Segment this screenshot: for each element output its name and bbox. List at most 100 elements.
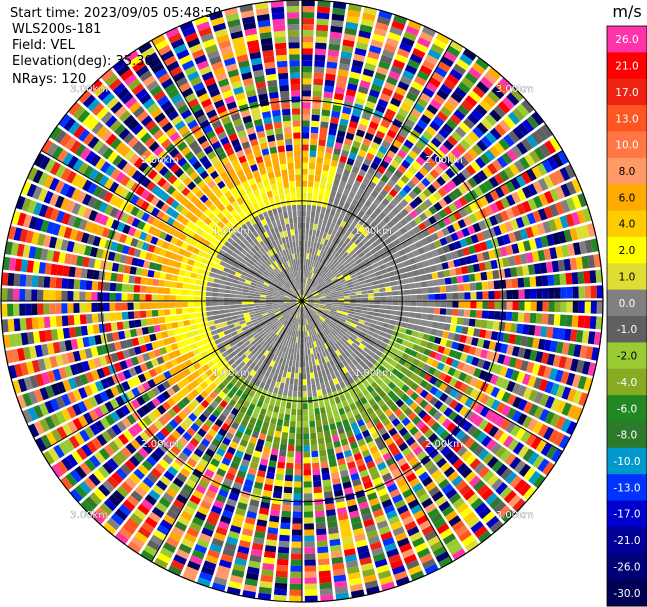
velocity-cell [296, 427, 302, 434]
velocity-cell [544, 140, 557, 155]
velocity-cell [320, 206, 327, 214]
velocity-cell [282, 498, 292, 506]
velocity-cell [302, 277, 305, 283]
velocity-cell [302, 325, 304, 332]
velocity-cell [357, 261, 365, 268]
velocity-cell [412, 249, 420, 257]
velocity-cell [127, 426, 139, 438]
velocity-cell [418, 326, 426, 333]
velocity-cell [304, 283, 307, 290]
velocity-cell [205, 369, 214, 377]
velocity-cell [210, 365, 218, 373]
velocity-cell [326, 279, 333, 285]
velocity-cell [32, 169, 44, 184]
velocity-cell [326, 299, 333, 301]
velocity-cell [156, 524, 170, 536]
velocity-cell [438, 372, 447, 381]
velocity-cell [277, 552, 289, 560]
velocity-cell [134, 531, 148, 544]
velocity-cell [275, 342, 281, 350]
velocity-cell [398, 301, 405, 306]
velocity-cell [272, 334, 278, 340]
velocity-cell [311, 384, 317, 391]
velocity-cell [44, 262, 52, 275]
velocity-cell [217, 374, 226, 382]
velocity-cell [309, 266, 313, 273]
velocity-cell [104, 388, 115, 400]
velocity-cell [162, 492, 175, 503]
velocity-cell [258, 464, 267, 472]
velocity-cell [457, 284, 465, 292]
velocity-cell [72, 389, 82, 402]
velocity-cell [341, 45, 354, 54]
velocity-cell [312, 292, 319, 296]
velocity-cell [534, 146, 546, 161]
velocity-cell [236, 328, 243, 334]
velocity-cell [318, 307, 325, 311]
velocity-cell [236, 411, 245, 419]
velocity-cell [186, 457, 198, 468]
velocity-cell [391, 305, 399, 311]
velocity-cell [147, 378, 156, 389]
velocity-cell [287, 450, 295, 458]
velocity-cell [476, 301, 483, 309]
velocity-cell [408, 565, 422, 576]
velocity-cell [125, 203, 135, 214]
velocity-cell [293, 505, 302, 512]
velocity-cell [308, 408, 314, 416]
velocity-cell [414, 542, 428, 553]
velocity-cell [236, 470, 247, 479]
velocity-cell [388, 352, 396, 360]
velocity-cell [496, 155, 508, 168]
velocity-cell [199, 296, 206, 301]
velocity-cell [490, 331, 499, 341]
velocity-cell [97, 313, 105, 323]
velocity-cell [142, 415, 153, 426]
velocity-cell [451, 176, 462, 187]
velocity-cell [230, 377, 238, 386]
velocity-cell [452, 458, 464, 470]
velocity-cell [303, 403, 308, 410]
velocity-cell [360, 255, 368, 262]
velocity-cell [230, 421, 240, 430]
velocity-cell [86, 325, 94, 335]
velocity-cell [425, 173, 436, 183]
velocity-cell [195, 463, 206, 473]
velocity-cell [161, 331, 169, 339]
velocity-cell [302, 54, 313, 61]
velocity-cell [145, 286, 153, 294]
velocity-cell [528, 238, 538, 250]
velocity-cell [156, 356, 165, 365]
velocity-cell [517, 312, 525, 323]
velocity-cell [304, 240, 308, 248]
velocity-cell [555, 341, 564, 354]
velocity-cell [108, 342, 116, 353]
velocity-cell [125, 442, 137, 455]
velocity-cell [58, 441, 70, 456]
velocity-cell [331, 320, 338, 326]
velocity-cell [345, 455, 355, 464]
velocity-cell [302, 66, 313, 73]
velocity-cell [22, 244, 31, 258]
velocity-cell [409, 210, 419, 219]
velocity-cell [421, 497, 434, 509]
velocity-cell [158, 416, 168, 426]
velocity-cell [68, 327, 77, 338]
velocity-cell [412, 358, 420, 367]
velocity-cell [287, 308, 293, 313]
velocity-cell [84, 426, 95, 439]
velocity-cell [273, 307, 280, 311]
velocity-cell [291, 329, 295, 336]
velocity-cell [366, 314, 373, 319]
velocity-cell [336, 290, 344, 294]
velocity-cell [307, 241, 311, 248]
velocity-cell [326, 361, 332, 369]
velocity-cell [560, 371, 570, 385]
velocity-cell [448, 515, 462, 527]
velocity-cell [111, 471, 124, 484]
velocity-cell [330, 428, 338, 437]
velocity-cell [368, 466, 378, 475]
velocity-cell [143, 260, 151, 269]
velocity-cell [308, 301, 314, 303]
velocity-cell [351, 252, 358, 259]
